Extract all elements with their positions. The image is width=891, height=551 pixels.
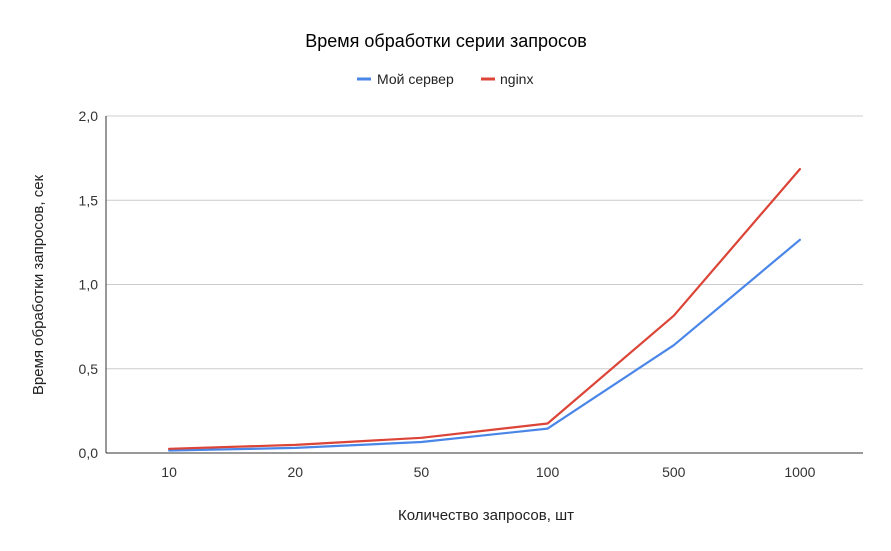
x-axis-title: Количество запросов, шт [398,507,574,524]
x-tick-label: 500 [662,464,686,480]
x-tick-label: 100 [536,464,560,480]
chart-title: Время обработки серии запросов [305,31,587,51]
x-tick-label: 1000 [784,464,815,480]
y-tick-label: 0,0 [79,445,99,461]
series-lines [168,168,802,452]
gridlines [105,115,863,454]
x-tick-label: 20 [287,464,303,480]
y-axis-title: Время обработки запросов, сек [30,174,47,395]
legend-label-nginx: nginx [500,71,533,87]
y-axis-ticks: 0,0 0,5 1,0 1,5 2,0 [79,108,99,461]
y-tick-label: 1,5 [79,192,99,208]
series-line-nginx [168,168,802,450]
x-axis-ticks: 10 20 50 100 500 1000 [161,464,815,480]
legend-label-my-server: Мой сервер [377,71,454,87]
y-tick-label: 1,0 [79,277,99,293]
legend: Мой сервер nginx [357,71,533,87]
x-tick-label: 50 [414,464,430,480]
y-tick-label: 2,0 [79,108,99,124]
y-tick-label: 0,5 [79,361,99,377]
x-tick-label: 10 [161,464,177,480]
series-line-my-server [168,238,802,452]
